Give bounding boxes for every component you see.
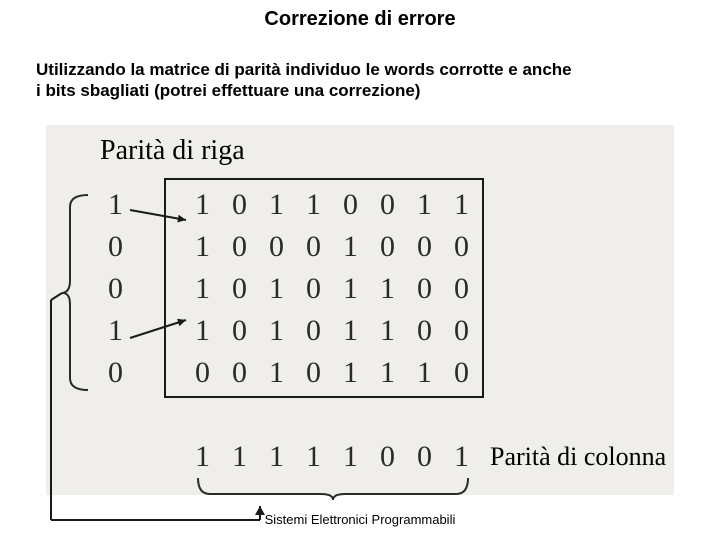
matrix-digit: 0 [417,230,432,264]
matrix-digit: 0 [417,314,432,348]
matrix-digit: 1 [195,272,210,306]
matrix-digit: 0 [343,188,358,222]
page-title: Correzione di errore [0,8,720,31]
matrix-digit: 0 [232,188,247,222]
matrix-digit: 1 [417,356,432,390]
matrix-digit: 1 [195,230,210,264]
matrix-digit: 1 [269,272,284,306]
row-parity-digit: 1 [108,314,123,348]
subtitle-line-2: i bits sbagliati (potrei effettuare una … [36,81,420,101]
column-parity-digit: 1 [343,440,358,474]
matrix-digit: 0 [454,230,469,264]
matrix-digit: 0 [306,314,321,348]
matrix-digit: 0 [380,230,395,264]
matrix-digit: 0 [195,356,210,390]
matrix-digit: 0 [306,356,321,390]
matrix-digit: 1 [417,188,432,222]
matrix-digit: 0 [454,272,469,306]
matrix-digit: 1 [380,356,395,390]
matrix-digit: 0 [232,314,247,348]
matrix-digit: 0 [380,188,395,222]
column-parity-digit: 1 [306,440,321,474]
matrix-digit: 1 [269,188,284,222]
matrix-digit: 1 [195,314,210,348]
column-parity-digit: 0 [417,440,432,474]
matrix-digit: 0 [417,272,432,306]
footer-text: Sistemi Elettronici Programmabili [0,512,720,527]
matrix-digit: 1 [269,356,284,390]
row-parity-digit: 1 [108,188,123,222]
column-parity-digit: 1 [232,440,247,474]
matrix-digit: 1 [269,314,284,348]
column-parity-digit: 1 [195,440,210,474]
column-parity-digit: 1 [269,440,284,474]
matrix-digit: 1 [195,188,210,222]
column-parity-digit: 1 [454,440,469,474]
matrix-digit: 1 [306,188,321,222]
matrix-digit: 1 [343,314,358,348]
matrix-digit: 1 [343,230,358,264]
matrix-digit: 0 [232,272,247,306]
matrix-digit: 0 [306,272,321,306]
matrix-digit: 1 [454,188,469,222]
matrix-digit: 1 [380,272,395,306]
matrix-digit: 1 [343,272,358,306]
matrix-digit: 0 [232,356,247,390]
matrix-digit: 1 [343,356,358,390]
row-parity-digit: 0 [108,272,123,306]
matrix-digit: 1 [380,314,395,348]
column-parity-digit: 0 [380,440,395,474]
row-parity-digit: 0 [108,230,123,264]
matrix-digit: 0 [232,230,247,264]
matrix-digit: 0 [306,230,321,264]
matrix-digit: 0 [454,356,469,390]
subtitle-line-1: Utilizzando la matrice di parità individ… [36,60,572,80]
matrix-box [164,178,484,398]
row-parity-digit: 0 [108,356,123,390]
row-parity-label: Parità di riga [100,135,245,167]
matrix-digit: 0 [454,314,469,348]
matrix-digit: 0 [269,230,284,264]
column-parity-label: Parità di colonna [490,442,666,472]
